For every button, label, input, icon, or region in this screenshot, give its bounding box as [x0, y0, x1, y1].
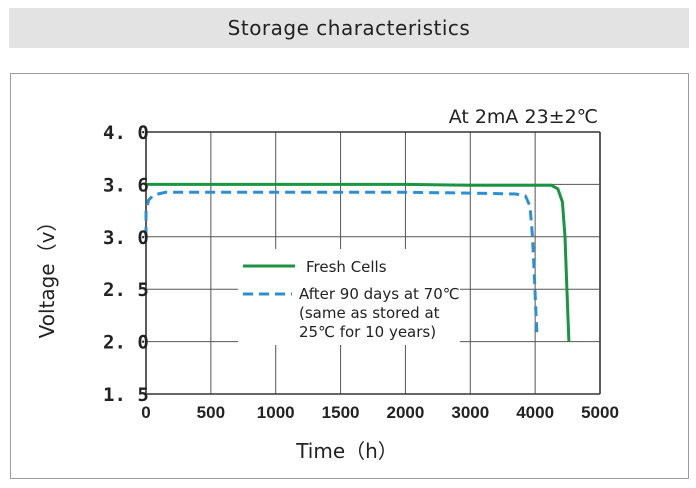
ticks: 0 500 1000 1500 2000 3000 4000 5000 1. 5 2. 0 2. 5… — [103, 122, 619, 422]
x-tick-label: 4000 — [516, 403, 554, 422]
y-tick-label: 2. 5 — [103, 279, 149, 301]
y-tick-label: 3. 0 — [103, 227, 149, 249]
y-tick-label: 1. 5 — [103, 384, 149, 406]
x-tick-label: 2000 — [387, 403, 425, 422]
legend-label-fresh: Fresh Cells — [306, 258, 387, 276]
series-after-90-days — [144, 190, 539, 337]
legend-label-aged: After 90 days at 70℃ — [299, 285, 460, 303]
series-fresh-cells — [146, 182, 571, 342]
y-tick-label: 2. 0 — [103, 332, 149, 354]
legend: Fresh Cells After 90 days at 70℃ (same a… — [243, 258, 460, 341]
x-tick-label: 1500 — [322, 403, 360, 422]
y-tick-label: 3. 6 — [103, 174, 149, 196]
x-axis-label: Time（h） — [295, 439, 398, 463]
x-tick-label: 1000 — [257, 403, 295, 422]
x-tick-label: 5000 — [581, 403, 619, 422]
chart-title: Storage characteristics — [227, 16, 471, 40]
legend-label-aged-note-2: 25℃ for 10 years) — [299, 323, 436, 341]
legend-label-aged-note-1: (same as stored at — [299, 304, 440, 322]
chart-frame — [10, 73, 689, 479]
condition-annotation: At 2mA 23±2℃ — [449, 106, 598, 128]
series-layer — [144, 182, 571, 342]
x-tick-label: 500 — [197, 403, 225, 422]
chart-title-bar: Storage characteristics — [9, 8, 689, 48]
x-tick-label: 3000 — [451, 403, 489, 422]
x-tick-label: 0 — [141, 403, 150, 422]
y-tick-label: 4. 0 — [103, 122, 149, 144]
y-axis-label: Voltage（v） — [35, 212, 59, 339]
